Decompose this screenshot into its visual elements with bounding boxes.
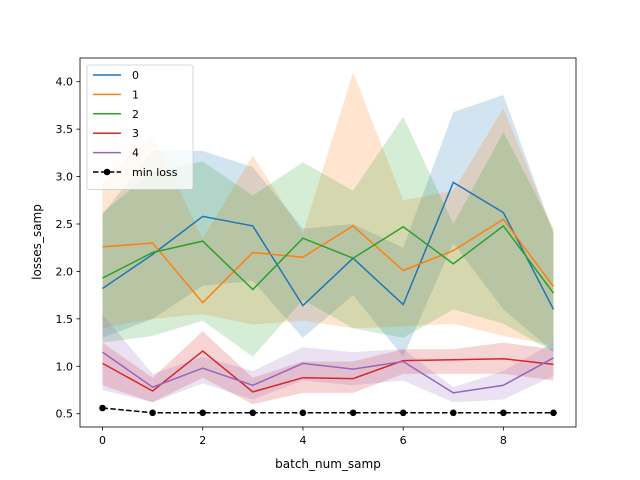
marker-min-loss-5 xyxy=(349,409,357,417)
x-tick-label: 0 xyxy=(99,434,106,447)
marker-min-loss-7 xyxy=(450,409,457,417)
marker-min-loss-0 xyxy=(99,404,106,412)
line-series-4 xyxy=(102,351,554,394)
line-series-min-loss xyxy=(102,407,554,414)
confidence-bands xyxy=(102,72,554,405)
y-tick-label: 2.5 xyxy=(56,218,74,231)
legend-marker xyxy=(103,168,111,176)
series-markers xyxy=(99,404,557,417)
legend-label-min-loss: min loss xyxy=(132,166,178,179)
legend-label-3: 3 xyxy=(132,127,139,140)
x-tick-label: 8 xyxy=(500,434,507,447)
line-series-3 xyxy=(102,350,554,393)
series-lines xyxy=(102,181,555,414)
x-tick-label: 2 xyxy=(199,434,206,447)
line-series-1 xyxy=(102,218,555,304)
marker-min-loss-8 xyxy=(500,409,507,417)
y-tick-label: 0.5 xyxy=(56,408,74,421)
y-tick-label: 1.5 xyxy=(56,313,74,326)
y-tick-label: 1.0 xyxy=(56,360,74,373)
band-series-0 xyxy=(102,95,554,357)
y-axis-label: losses_samp xyxy=(30,204,44,280)
legend-label-2: 2 xyxy=(132,108,139,121)
y-tick-label: 2.0 xyxy=(56,265,74,278)
band-series-4 xyxy=(102,314,554,403)
y-tick-label: 3.5 xyxy=(56,123,74,136)
x-axis-label: batch_num_samp xyxy=(275,457,381,471)
line-series-0 xyxy=(102,181,555,310)
legend-label-0: 0 xyxy=(132,69,139,82)
line-series-2 xyxy=(102,224,555,294)
marker-min-loss-2 xyxy=(199,409,206,417)
marker-min-loss-4 xyxy=(299,409,307,417)
x-tick-label: 6 xyxy=(400,434,407,447)
band-series-2 xyxy=(102,116,554,357)
x-tick-label: 4 xyxy=(299,434,306,447)
marker-min-loss-3 xyxy=(249,409,257,417)
marker-min-loss-9 xyxy=(550,409,557,417)
y-tick-label: 4.0 xyxy=(56,76,74,89)
band-series-1 xyxy=(102,72,554,346)
legend-label-1: 1 xyxy=(132,88,139,101)
y-axis-ticks: 0.5 1.0 1.5 2.0 2.5 3.0 3.5 4.0 xyxy=(56,76,80,421)
y-tick-label: 3.0 xyxy=(56,171,74,184)
marker-min-loss-6 xyxy=(399,409,407,417)
plot-frame xyxy=(79,57,577,428)
band-series-3 xyxy=(102,331,554,405)
legend: 0 1 2 3 4 min loss xyxy=(86,64,194,190)
legend-box xyxy=(86,64,194,190)
marker-min-loss-1 xyxy=(149,409,156,417)
x-axis-ticks: 0 2 4 6 8 xyxy=(99,427,507,447)
legend-label-4: 4 xyxy=(132,147,139,160)
